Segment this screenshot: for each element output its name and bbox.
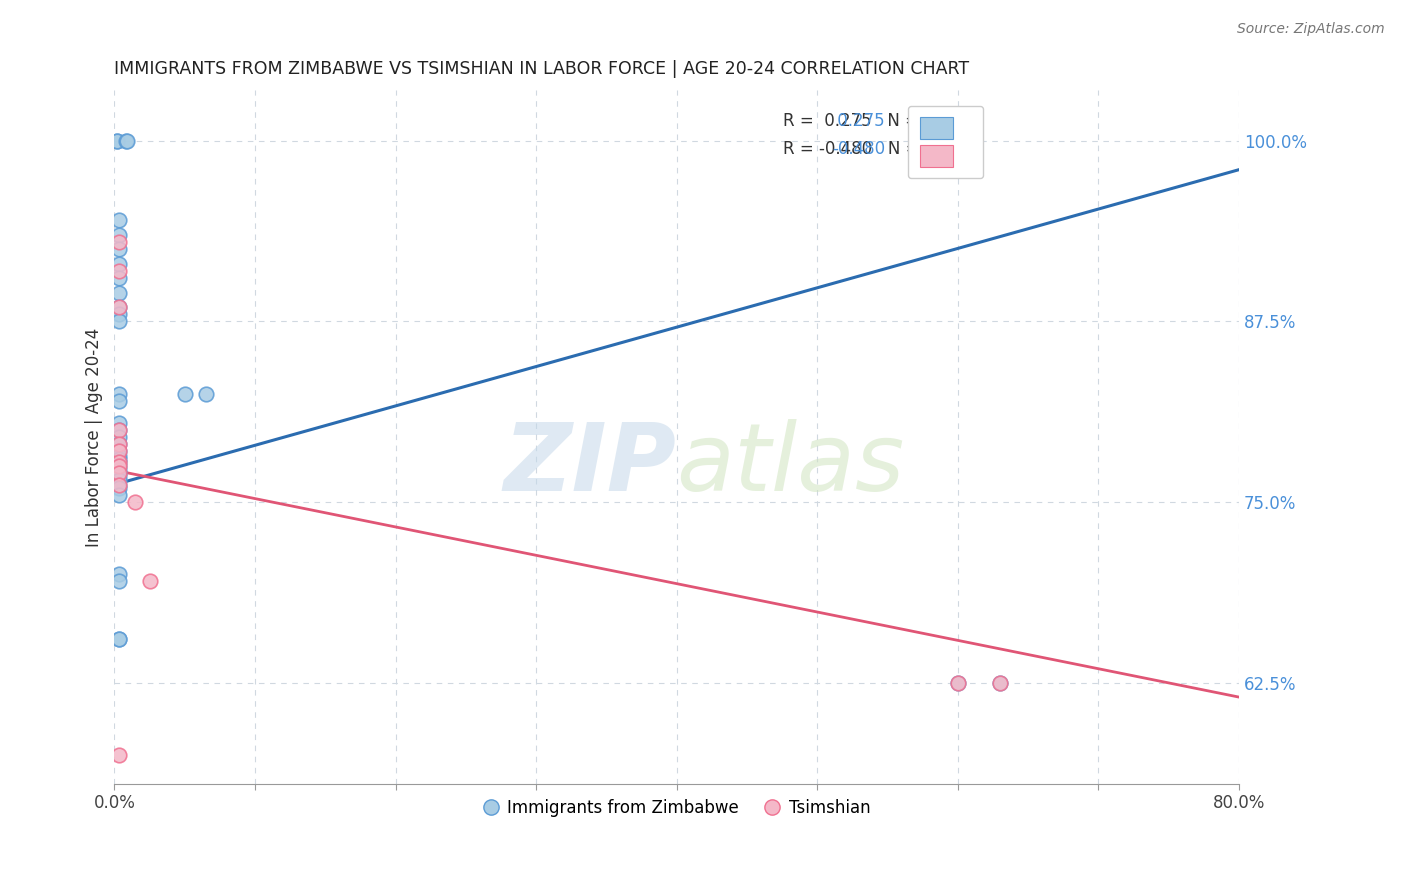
Point [107,307,129,321]
Text: R =  0.275   N = 39: R = 0.275 N = 39 [783,112,946,130]
Point [107,300,129,314]
Point [107,437,129,451]
Point [107,300,129,314]
Point [107,469,129,483]
Point [107,242,129,256]
Point [107,458,129,473]
Text: ZIP: ZIP [503,418,676,511]
Point [107,632,129,647]
Point [107,454,129,468]
Point [107,213,129,227]
Y-axis label: In Labor Force | Age 20-24: In Labor Force | Age 20-24 [86,327,103,547]
Point [107,227,129,242]
Point [107,474,129,488]
Point [107,567,129,582]
Point [107,477,129,491]
Point [107,314,129,328]
Point [107,632,129,647]
Text: 0.275: 0.275 [832,112,884,130]
Point [107,466,129,480]
Point [107,451,129,466]
Point [107,386,129,401]
Point [105,134,128,148]
Point [107,449,129,463]
Point [107,423,129,437]
Point [107,257,129,271]
Point [107,747,129,762]
Point [107,574,129,589]
Point [107,235,129,249]
Legend: Immigrants from Zimbabwe, Tsimshian: Immigrants from Zimbabwe, Tsimshian [475,793,877,824]
Point [107,437,129,451]
Point [107,481,129,495]
Point [988,675,1011,690]
Point [107,285,129,300]
Point [105,134,128,148]
Point [107,477,129,491]
Text: IMMIGRANTS FROM ZIMBABWE VS TSIMSHIAN IN LABOR FORCE | AGE 20-24 CORRELATION CHA: IMMIGRANTS FROM ZIMBABWE VS TSIMSHIAN IN… [114,60,970,78]
Point [107,423,129,437]
Point [107,430,129,444]
Point [107,463,129,477]
Point [124,495,146,509]
Point [988,675,1011,690]
Point [173,386,195,401]
Text: 15: 15 [918,140,939,158]
Point [946,675,969,690]
Text: -0.480: -0.480 [832,140,884,158]
Point [115,134,138,148]
Point [107,416,129,430]
Point [107,264,129,278]
Point [946,675,969,690]
Point [107,458,129,473]
Text: 39: 39 [918,112,939,130]
Text: atlas: atlas [676,419,905,510]
Point [107,466,129,480]
Point [107,393,129,408]
Point [107,444,129,458]
Point [107,444,129,458]
Point [107,454,129,468]
Point [107,488,129,502]
Point [114,134,136,148]
Text: R = -0.480   N = 15: R = -0.480 N = 15 [783,140,946,158]
Point [138,574,160,589]
Text: Source: ZipAtlas.com: Source: ZipAtlas.com [1237,22,1385,37]
Point [194,386,217,401]
Point [107,271,129,285]
